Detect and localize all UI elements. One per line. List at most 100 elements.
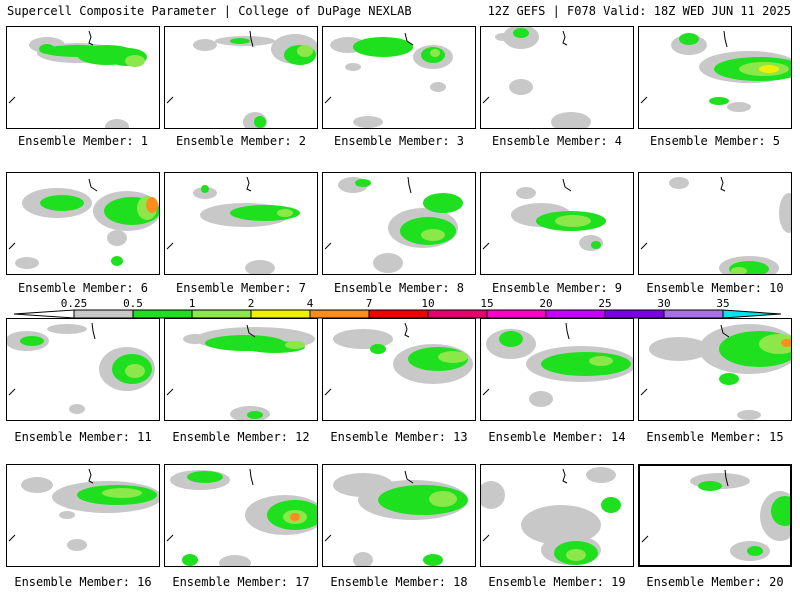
scp-contour: [513, 28, 529, 38]
coastline: [88, 30, 94, 46]
member-map-4: [482, 27, 591, 128]
coastline: [482, 242, 490, 250]
scp-contour: [509, 79, 533, 95]
member-panel-17: [164, 464, 318, 567]
member-label-17: Ensemble Member: 17: [172, 575, 310, 589]
member-panel-20: [638, 464, 792, 567]
scp-contour: [438, 351, 468, 363]
scp-contour: [679, 33, 699, 45]
scp-contour: [781, 339, 791, 347]
scp-contour: [481, 481, 505, 509]
coastline: [166, 96, 174, 104]
scp-contour: [146, 197, 158, 213]
coastline: [404, 322, 410, 338]
scp-contour: [430, 82, 446, 92]
colorbar-bar: [13, 309, 782, 319]
colorbar-segment: [250, 309, 311, 319]
member-label-7: Ensemble Member: 7: [175, 281, 307, 295]
coastline: [640, 388, 648, 396]
scp-contour: [47, 324, 87, 334]
colorbar-high-arrow: [722, 309, 782, 319]
scp-contour: [183, 334, 207, 344]
coastline: [8, 96, 16, 104]
member-panel-12: [164, 318, 318, 421]
coastline: [88, 468, 94, 484]
scp-contour: [499, 331, 523, 347]
member-label-8: Ensemble Member: 8: [333, 281, 465, 295]
scp-contour: [370, 344, 386, 354]
coastline: [166, 388, 174, 396]
member-label-3: Ensemble Member: 3: [333, 134, 465, 148]
member-map-16: [8, 468, 159, 551]
scp-contour: [737, 410, 761, 420]
coastline: [8, 534, 16, 542]
scp-contour: [759, 334, 791, 354]
scp-contour: [423, 554, 443, 566]
scp-contour: [495, 33, 511, 41]
member-map-3: [324, 32, 453, 128]
member-label-13: Ensemble Member: 13: [330, 430, 468, 444]
colorbar-low-arrow: [13, 309, 75, 319]
coastline: [404, 32, 414, 46]
scp-contour: [747, 546, 763, 556]
scp-contour: [111, 256, 123, 266]
coastline: [404, 470, 414, 484]
colorbar-segment: [545, 309, 606, 319]
member-panel-16: [6, 464, 160, 567]
member-map-1: [8, 30, 147, 128]
member-map-19: [481, 467, 621, 565]
member-map-15: [640, 324, 791, 420]
member-map-13: [324, 322, 473, 396]
coastline: [407, 176, 412, 194]
member-panel-2: [164, 26, 318, 129]
scp-contour: [290, 513, 300, 521]
member-panel-3: [322, 26, 476, 129]
scp-contour: [421, 229, 445, 241]
scp-contour: [589, 356, 613, 366]
member-panel-13: [322, 318, 476, 421]
member-label-19: Ensemble Member: 19: [488, 575, 626, 589]
member-label-15: Ensemble Member: 15: [646, 430, 784, 444]
scp-contour: [649, 337, 709, 361]
colorbar-tick-label: 20: [539, 297, 553, 310]
scp-contour: [541, 352, 631, 376]
coastline: [482, 96, 490, 104]
coastline: [641, 535, 649, 543]
colorbar-segment: [309, 309, 370, 319]
scp-contour: [555, 215, 591, 227]
member-panel-1: [6, 26, 160, 129]
colorbar-tick-label: 15: [480, 297, 494, 310]
member-label-11: Ensemble Member: 11: [14, 430, 152, 444]
member-map-11: [7, 322, 155, 414]
colorbar-tick-label: 10: [421, 297, 435, 310]
scp-contour: [759, 65, 779, 73]
colorbar-segment: [486, 309, 547, 319]
member-panel-15: [638, 318, 792, 421]
member-label-4: Ensemble Member: 4: [491, 134, 623, 148]
scp-contour: [193, 39, 217, 51]
member-panel-4: [480, 26, 634, 129]
scp-contour: [285, 341, 305, 349]
member-label-2: Ensemble Member: 2: [175, 134, 307, 148]
scp-contour: [727, 102, 751, 112]
member-label-14: Ensemble Member: 14: [488, 430, 626, 444]
colorbar-tick-label: 7: [365, 297, 373, 310]
coastline: [249, 30, 254, 48]
scp-contour: [719, 373, 739, 385]
coastline: [562, 30, 568, 46]
scp-contour: [779, 193, 791, 233]
member-map-10: [640, 176, 791, 274]
coastline: [720, 324, 730, 338]
coastline: [562, 178, 572, 192]
coastline: [166, 534, 174, 542]
scp-contour: [182, 554, 198, 566]
scp-contour: [21, 477, 53, 493]
scp-contour: [353, 37, 413, 57]
member-map-6: [8, 178, 159, 269]
scp-contour: [40, 195, 84, 211]
scp-contour: [353, 116, 383, 128]
coastline: [166, 242, 174, 250]
member-panel-14: [480, 318, 634, 421]
scp-contour: [771, 496, 790, 526]
coastline: [249, 468, 254, 486]
